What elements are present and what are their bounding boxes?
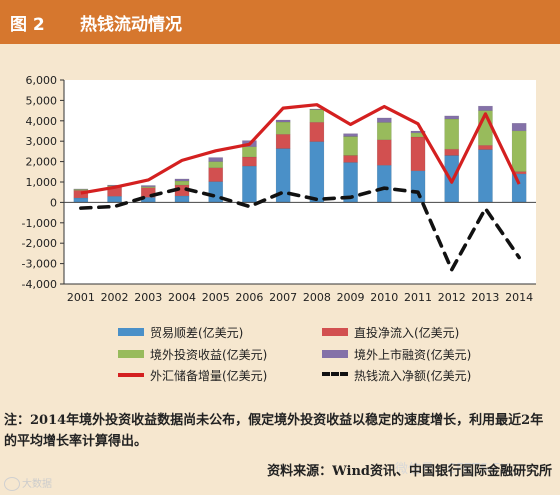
y-tick-label: -3,000	[22, 258, 57, 271]
y-tick-label: -1,000	[22, 217, 57, 230]
bar-segment-1	[410, 136, 426, 172]
legend-label-trade: 贸易顺差(亿美元)	[150, 326, 244, 340]
y-tick-label: 4,000	[26, 115, 58, 128]
footnote: 注：2014年境外投资收益数据尚未公布，假定境外投资收益以稳定的速度增长，利用最…	[4, 413, 544, 449]
y-tick-label: 5,000	[26, 94, 58, 107]
series-line-1	[79, 186, 521, 272]
bar-segment-0	[410, 170, 426, 203]
bar-segment-2	[343, 136, 358, 156]
legend-line-hotmoney	[322, 372, 348, 376]
bar-segment-1	[309, 121, 325, 142]
x-tick-label: 2013	[471, 291, 499, 304]
legend-swatch-income	[118, 350, 144, 358]
x-tick-label: 2008	[303, 291, 331, 304]
bar-segment-3	[343, 133, 358, 137]
bar-segment-1	[343, 155, 358, 163]
x-tick-label: 2010	[370, 291, 398, 304]
bar-segment-3	[208, 157, 224, 162]
bar-segment-0	[174, 195, 190, 203]
legend-swatch-ipo	[322, 350, 348, 358]
chart-area: -4,000 -3,000 -2,000 -1,000 0 1,000 2,000 3,000…	[22, 74, 536, 304]
legend: 贸易顺差(亿美元) 直投净流入(亿美元) 境外投资收益(亿美元) 境外上市融资(…	[118, 322, 518, 392]
bar-segment-2	[174, 180, 190, 186]
x-tick-label: 2007	[269, 291, 297, 304]
bar-segment-1	[444, 148, 460, 156]
x-tick-label: 2004	[168, 291, 196, 304]
x-tick-label: 2009	[337, 291, 365, 304]
bar-segment-3	[140, 185, 156, 187]
chart-title: 热钱流动情况	[80, 15, 182, 35]
watermark-logo-icon	[4, 477, 20, 491]
bar-segment-2	[208, 161, 224, 168]
bar-segment-0	[309, 141, 325, 203]
bar-segment-2	[444, 118, 460, 150]
bar-segment-0	[107, 196, 122, 203]
x-tick-label: 2014	[505, 291, 533, 304]
bar-segment-3	[376, 117, 392, 123]
bar-segment-0	[511, 173, 527, 203]
bar-segment-2	[275, 121, 291, 135]
bar-segment-3	[444, 115, 460, 120]
bar-segment-0	[376, 165, 392, 203]
watermark-right: 微信号：CFETS-FX	[395, 462, 510, 477]
y-tick-label: -2,000	[22, 237, 57, 250]
figure-header: 图 2 热钱流动情况	[0, 0, 560, 44]
legend-swatch-fdi	[322, 328, 348, 336]
legend-label-income: 境外投资收益(亿美元)	[150, 348, 268, 362]
watermark-left-text: 大数据	[22, 479, 52, 490]
watermark-left: 大数据	[4, 475, 52, 491]
x-tick-label: 2012	[438, 291, 466, 304]
bar-segment-2	[376, 122, 392, 141]
bar-segment-2	[309, 109, 325, 123]
y-tick-label: 3,000	[26, 135, 58, 148]
y-tick-label: 6,000	[26, 74, 58, 87]
y-tick-label: -4,000	[22, 278, 57, 291]
y-tick-label: 0	[50, 196, 57, 209]
bar-segment-2	[242, 146, 257, 158]
x-tick-label: 2001	[67, 291, 95, 304]
x-tick-label: 2002	[101, 291, 129, 304]
bar-segment-1	[208, 167, 224, 182]
x-tick-label: 2003	[134, 291, 162, 304]
bar-segment-1	[376, 139, 392, 166]
bar-segment-3	[410, 130, 426, 134]
bar-segment-1	[275, 134, 291, 149]
bar-segment-0	[478, 149, 493, 203]
legend-swatch-trade	[118, 328, 144, 336]
bar-segment-1	[242, 156, 257, 167]
bar-segment-0	[73, 197, 89, 203]
bar-segment-3	[511, 122, 527, 132]
bar-segment-3	[275, 119, 291, 123]
x-tick-label: 2006	[235, 291, 263, 304]
y-tick-label: 1,000	[26, 176, 58, 189]
bar-segment-0	[242, 165, 257, 203]
legend-label-hotmoney: 热钱流入净额(亿美元)	[354, 369, 472, 383]
bar-segment-3	[478, 105, 493, 111]
legend-label-fdi: 直投净流入(亿美元)	[354, 326, 460, 340]
legend-label-ipo: 境外上市融资(亿美元)	[354, 348, 472, 362]
series-line-0	[80, 103, 521, 195]
bar-segment-3	[174, 178, 190, 182]
figure-label: 图 2	[10, 15, 45, 35]
legend-line-reserve	[118, 373, 144, 377]
x-tick-label: 2011	[404, 291, 432, 304]
source-line: 资料来源：Wind资讯、中国银行国际金融研究所	[267, 464, 552, 479]
x-tick-label: 2005	[202, 291, 230, 304]
bar-segment-1	[478, 145, 493, 150]
y-tick-label: 2,000	[26, 156, 58, 169]
bar-segment-2	[511, 130, 527, 172]
legend-label-reserve: 外汇储备增量(亿美元)	[150, 369, 268, 383]
